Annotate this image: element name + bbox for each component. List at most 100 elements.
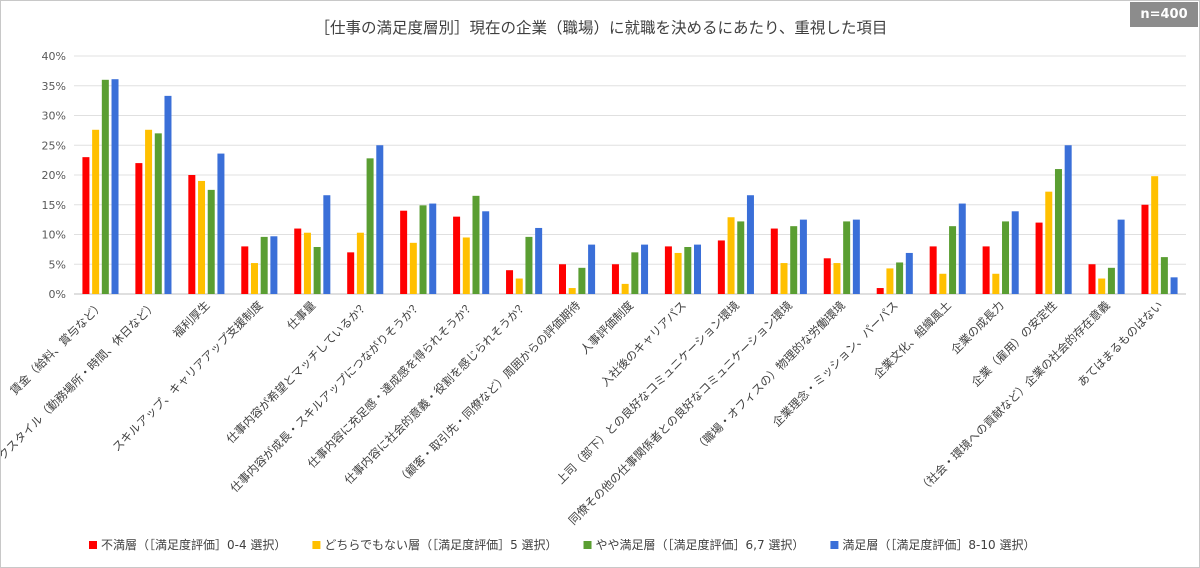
- bar: [409, 242, 417, 294]
- y-tick-label: 0%: [49, 288, 66, 301]
- legend-swatch: [89, 541, 97, 549]
- bar: [746, 195, 754, 294]
- x-tick-label: 仕事量: [284, 298, 318, 332]
- bar: [250, 263, 258, 294]
- bar: [621, 283, 629, 294]
- bar: [347, 252, 355, 294]
- bar: [982, 246, 990, 294]
- bar: [905, 252, 913, 294]
- bar: [1002, 221, 1010, 294]
- x-tick-label: 上司（部下）との良好なコミュニケーション環境: [553, 298, 742, 487]
- bar: [727, 217, 735, 294]
- bar: [101, 79, 109, 294]
- bar: [82, 157, 90, 294]
- bar: [313, 246, 321, 294]
- bar: [198, 180, 206, 294]
- legend: 不満層（［満足度評価］0-4 選択） どちらでもない層（［満足度評価］5 選択） や…: [89, 537, 1035, 552]
- bar: [1141, 204, 1149, 294]
- sample-size-badge: n=400: [1130, 2, 1198, 27]
- chart-title: ［仕事の満足度層別］現在の企業（職場）に就職を決めるにあたり、重視した項目: [315, 19, 888, 37]
- y-tick-label: 30%: [42, 110, 66, 123]
- bar: [558, 264, 566, 294]
- bar: [1045, 191, 1053, 294]
- bar: [429, 203, 437, 294]
- bar: [92, 129, 100, 294]
- x-tick-label: 仕事内容に社会的意義・役割を感じられそうか？: [341, 298, 530, 487]
- bar: [852, 219, 860, 294]
- bar: [356, 232, 364, 294]
- bar: [1170, 277, 1178, 294]
- bar: [641, 244, 649, 294]
- bar: [1117, 219, 1125, 294]
- bar: [886, 268, 894, 294]
- bar: [482, 211, 490, 294]
- bar: [664, 246, 672, 294]
- bar: [896, 262, 904, 294]
- bar: [154, 133, 162, 294]
- y-tick-label: 35%: [42, 80, 66, 93]
- bar: [1088, 264, 1096, 294]
- x-tick-label: （顧客・取引先・同僚など）周囲からの評価期待: [394, 298, 583, 487]
- bar: [799, 219, 807, 294]
- y-tick-label: 40%: [42, 50, 66, 63]
- bar: [568, 288, 576, 294]
- bar: [1035, 222, 1043, 294]
- bar: [823, 258, 831, 294]
- legend-label: 満足層（［満足度評価］8-10 選択）: [842, 537, 1035, 552]
- bar: [260, 236, 268, 294]
- bar: [737, 221, 745, 294]
- y-axis-ticks: 0% 5% 10% 15% 20% 25% 30% 35% 40%: [42, 50, 66, 301]
- bar: [578, 267, 586, 294]
- y-tick-label: 15%: [42, 199, 66, 212]
- bar: [535, 227, 543, 294]
- bar: [1107, 267, 1115, 294]
- bar: [939, 273, 947, 294]
- bar: [958, 203, 966, 294]
- x-tick-label: 企業の成長力: [948, 298, 1007, 357]
- bar: [294, 228, 302, 294]
- bar: [303, 232, 311, 294]
- y-tick-label: 10%: [42, 229, 66, 242]
- bar: [588, 244, 596, 294]
- x-tick-label: 福利厚生: [170, 298, 212, 340]
- legend-label: やや満足層（［満足度評価］6,7 選択）: [596, 537, 805, 552]
- bar: [992, 273, 1000, 294]
- bar: [1151, 176, 1159, 294]
- bar: [1098, 278, 1106, 294]
- bar: [515, 278, 523, 294]
- bar: [694, 244, 702, 294]
- bar: [366, 158, 374, 294]
- gridlines: [74, 55, 1186, 295]
- bar: [376, 145, 384, 294]
- legend-swatch: [312, 541, 321, 549]
- bar: [453, 216, 461, 294]
- bar: [111, 79, 119, 294]
- y-tick-label: 20%: [42, 169, 66, 182]
- bar: [770, 228, 778, 294]
- bar: [790, 226, 798, 294]
- bar: [611, 264, 619, 294]
- legend-swatch: [583, 541, 592, 549]
- legend-label: 不満層（［満足度評価］0-4 選択）: [101, 537, 286, 552]
- bar: [684, 246, 692, 294]
- bar: [833, 263, 841, 294]
- bar: [780, 263, 788, 294]
- bar: [400, 210, 408, 294]
- bars: [82, 79, 1178, 295]
- bar: [164, 95, 172, 295]
- bar: [145, 129, 153, 294]
- bar: [1011, 211, 1019, 294]
- y-tick-label: 25%: [42, 139, 66, 152]
- bar: [217, 153, 225, 294]
- bar: [135, 163, 143, 294]
- bar: [631, 252, 639, 294]
- bar: [929, 246, 937, 294]
- legend-label: どちらでもない層（［満足度評価］5 選択）: [324, 537, 557, 552]
- x-tick-label: 仕事内容が成長・スキルアップにつながりそうか？: [227, 298, 424, 495]
- bar: [207, 189, 215, 294]
- x-axis-labels: 賃金（給料、賞与など）ワークスタイル（勤務場所・時間、休日など） 福利厚生スキルア…: [1, 298, 1166, 528]
- bar: [876, 288, 884, 294]
- bar: [472, 195, 480, 294]
